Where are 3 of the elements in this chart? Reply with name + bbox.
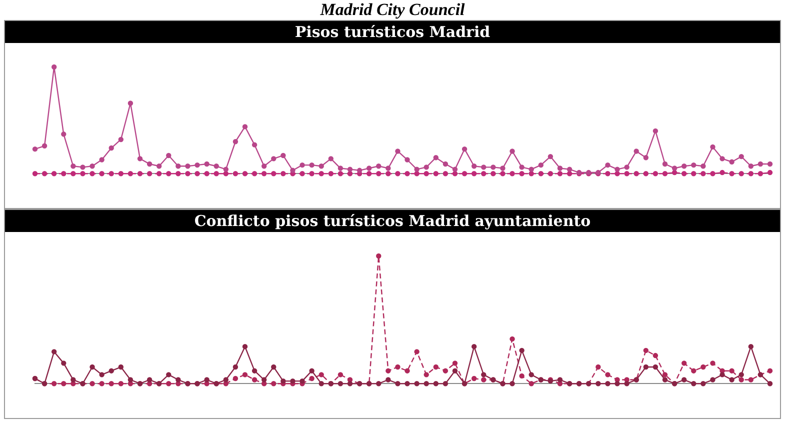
chart-title: Pisos turísticos Madrid: [5, 21, 780, 43]
text: Madrid City Council: [319, 0, 466, 20]
chart-title: Conflicto pisos turísticos Madrid ayuntamiento: [5, 210, 780, 232]
